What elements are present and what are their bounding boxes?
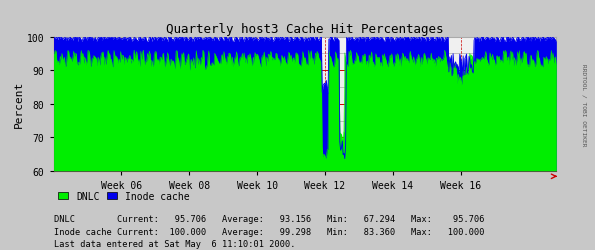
Text: Last data entered at Sat May  6 11:10:01 2000.: Last data entered at Sat May 6 11:10:01 … bbox=[54, 239, 295, 248]
Legend: DNLC, Inode cache: DNLC, Inode cache bbox=[58, 192, 189, 202]
Text: DNLC        Current:   95.706   Average:   93.156   Min:   67.294   Max:    95.7: DNLC Current: 95.706 Average: 93.156 Min… bbox=[54, 214, 484, 223]
Text: Inode cache Current:  100.000   Average:   99.298   Min:   83.360   Max:   100.0: Inode cache Current: 100.000 Average: 99… bbox=[54, 227, 484, 236]
Title: Quarterly host3 Cache Hit Percentages: Quarterly host3 Cache Hit Percentages bbox=[166, 24, 444, 36]
Y-axis label: Percent: Percent bbox=[14, 81, 24, 128]
Text: RRDTOOL / TOBI OETIKER: RRDTOOL / TOBI OETIKER bbox=[582, 64, 587, 146]
